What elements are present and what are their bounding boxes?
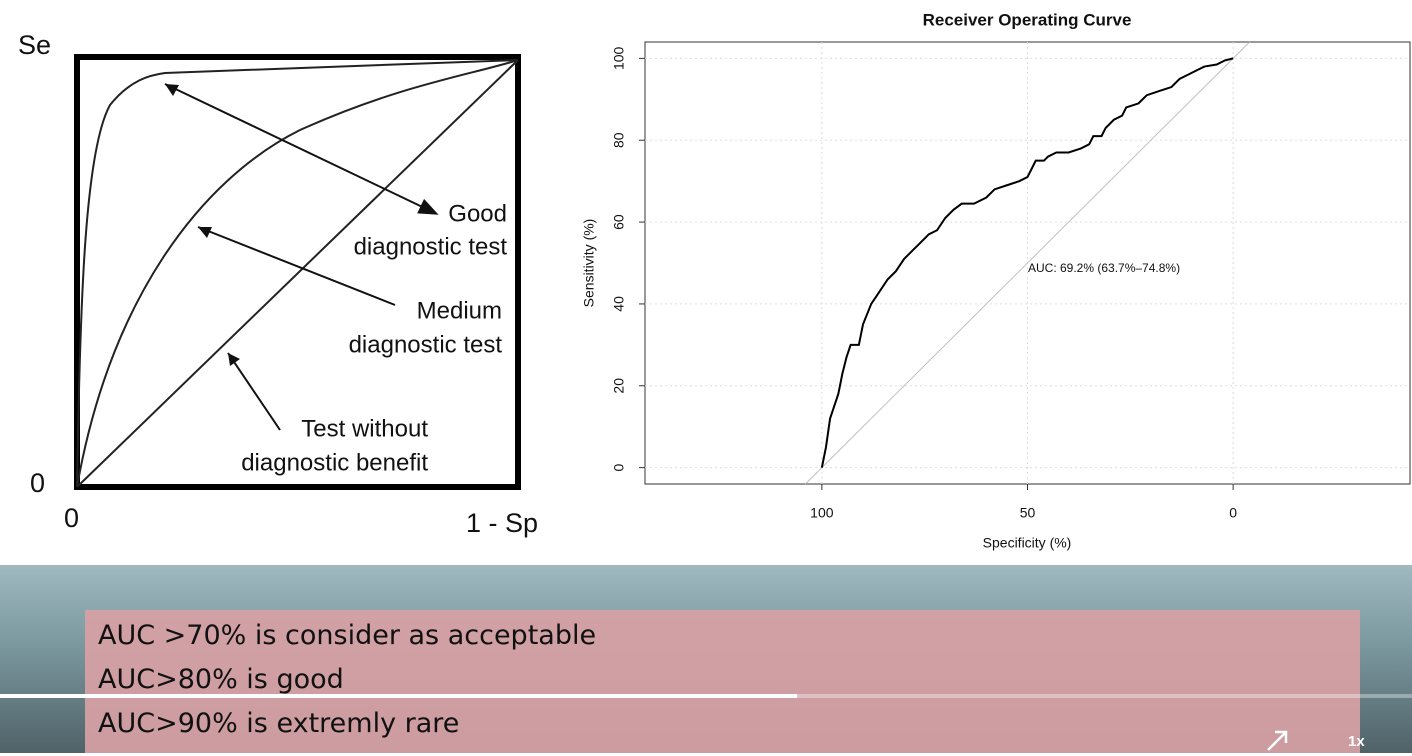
roc-line [820,57,1234,468]
x-tick-label: 50 [1020,505,1036,521]
y-axis-title: Sensitivity (%) [581,219,597,308]
origin-label: 0 [30,468,45,498]
y-tick-label: 60 [611,214,627,230]
y-tick-label: 0 [611,464,627,472]
good-curve [76,59,519,488]
y-tick-label: 80 [611,132,627,148]
diagram-frame [74,54,521,490]
fullscreen-button[interactable] [1263,726,1293,756]
annotation: AUC: 69.2% (63.7%–74.8%) [1028,261,1180,275]
arrow [227,352,281,431]
no-benefit-line [76,59,519,488]
progress-bar[interactable] [0,694,1412,698]
annotation: diagnostic benefit [241,449,428,476]
caption-line: AUC >70% is consider as acceptable [98,620,597,651]
origin-label: 0 [64,503,79,533]
progress-played [0,694,797,698]
caption-line: AUC>80% is good [98,664,344,695]
y-tick-label: 40 [611,296,627,312]
caption-line: AUC>90% is extremly rare [98,708,460,739]
y-tick-label: 20 [611,378,627,394]
medium-curve [76,59,519,488]
slide: Se 0 0 1 - Sp Good diagnostic test Mediu… [18,10,1411,551]
annotation: Good [448,200,507,227]
speed-button[interactable]: 1x [1348,733,1365,750]
x-axis-label: 1 - Sp [466,508,538,538]
x-tick-label: 0 [1229,505,1237,521]
caption: AUC >70% is consider as acceptable AUC>8… [85,610,1360,753]
y-tick-label: 100 [611,46,627,70]
annotation: Test without [301,415,428,442]
arrow-head [165,84,240,366]
arrow [164,83,439,215]
chart-title: Receiver Operating Curve [923,10,1132,29]
annotation: diagnostic test [349,331,503,358]
annotation: Medium [417,297,502,324]
y-axis-label: Se [18,30,51,60]
roc-chart: Receiver Operating Curve Specificity (%)… [581,10,1411,551]
annotation: diagnostic test [354,233,508,260]
arrow [197,226,396,306]
diagram: Se 0 0 1 - Sp Good diagnostic test Mediu… [18,30,538,538]
reference-line [805,41,1250,485]
x-tick-label: 100 [810,505,834,521]
x-axis-title: Specificity (%) [983,535,1072,551]
